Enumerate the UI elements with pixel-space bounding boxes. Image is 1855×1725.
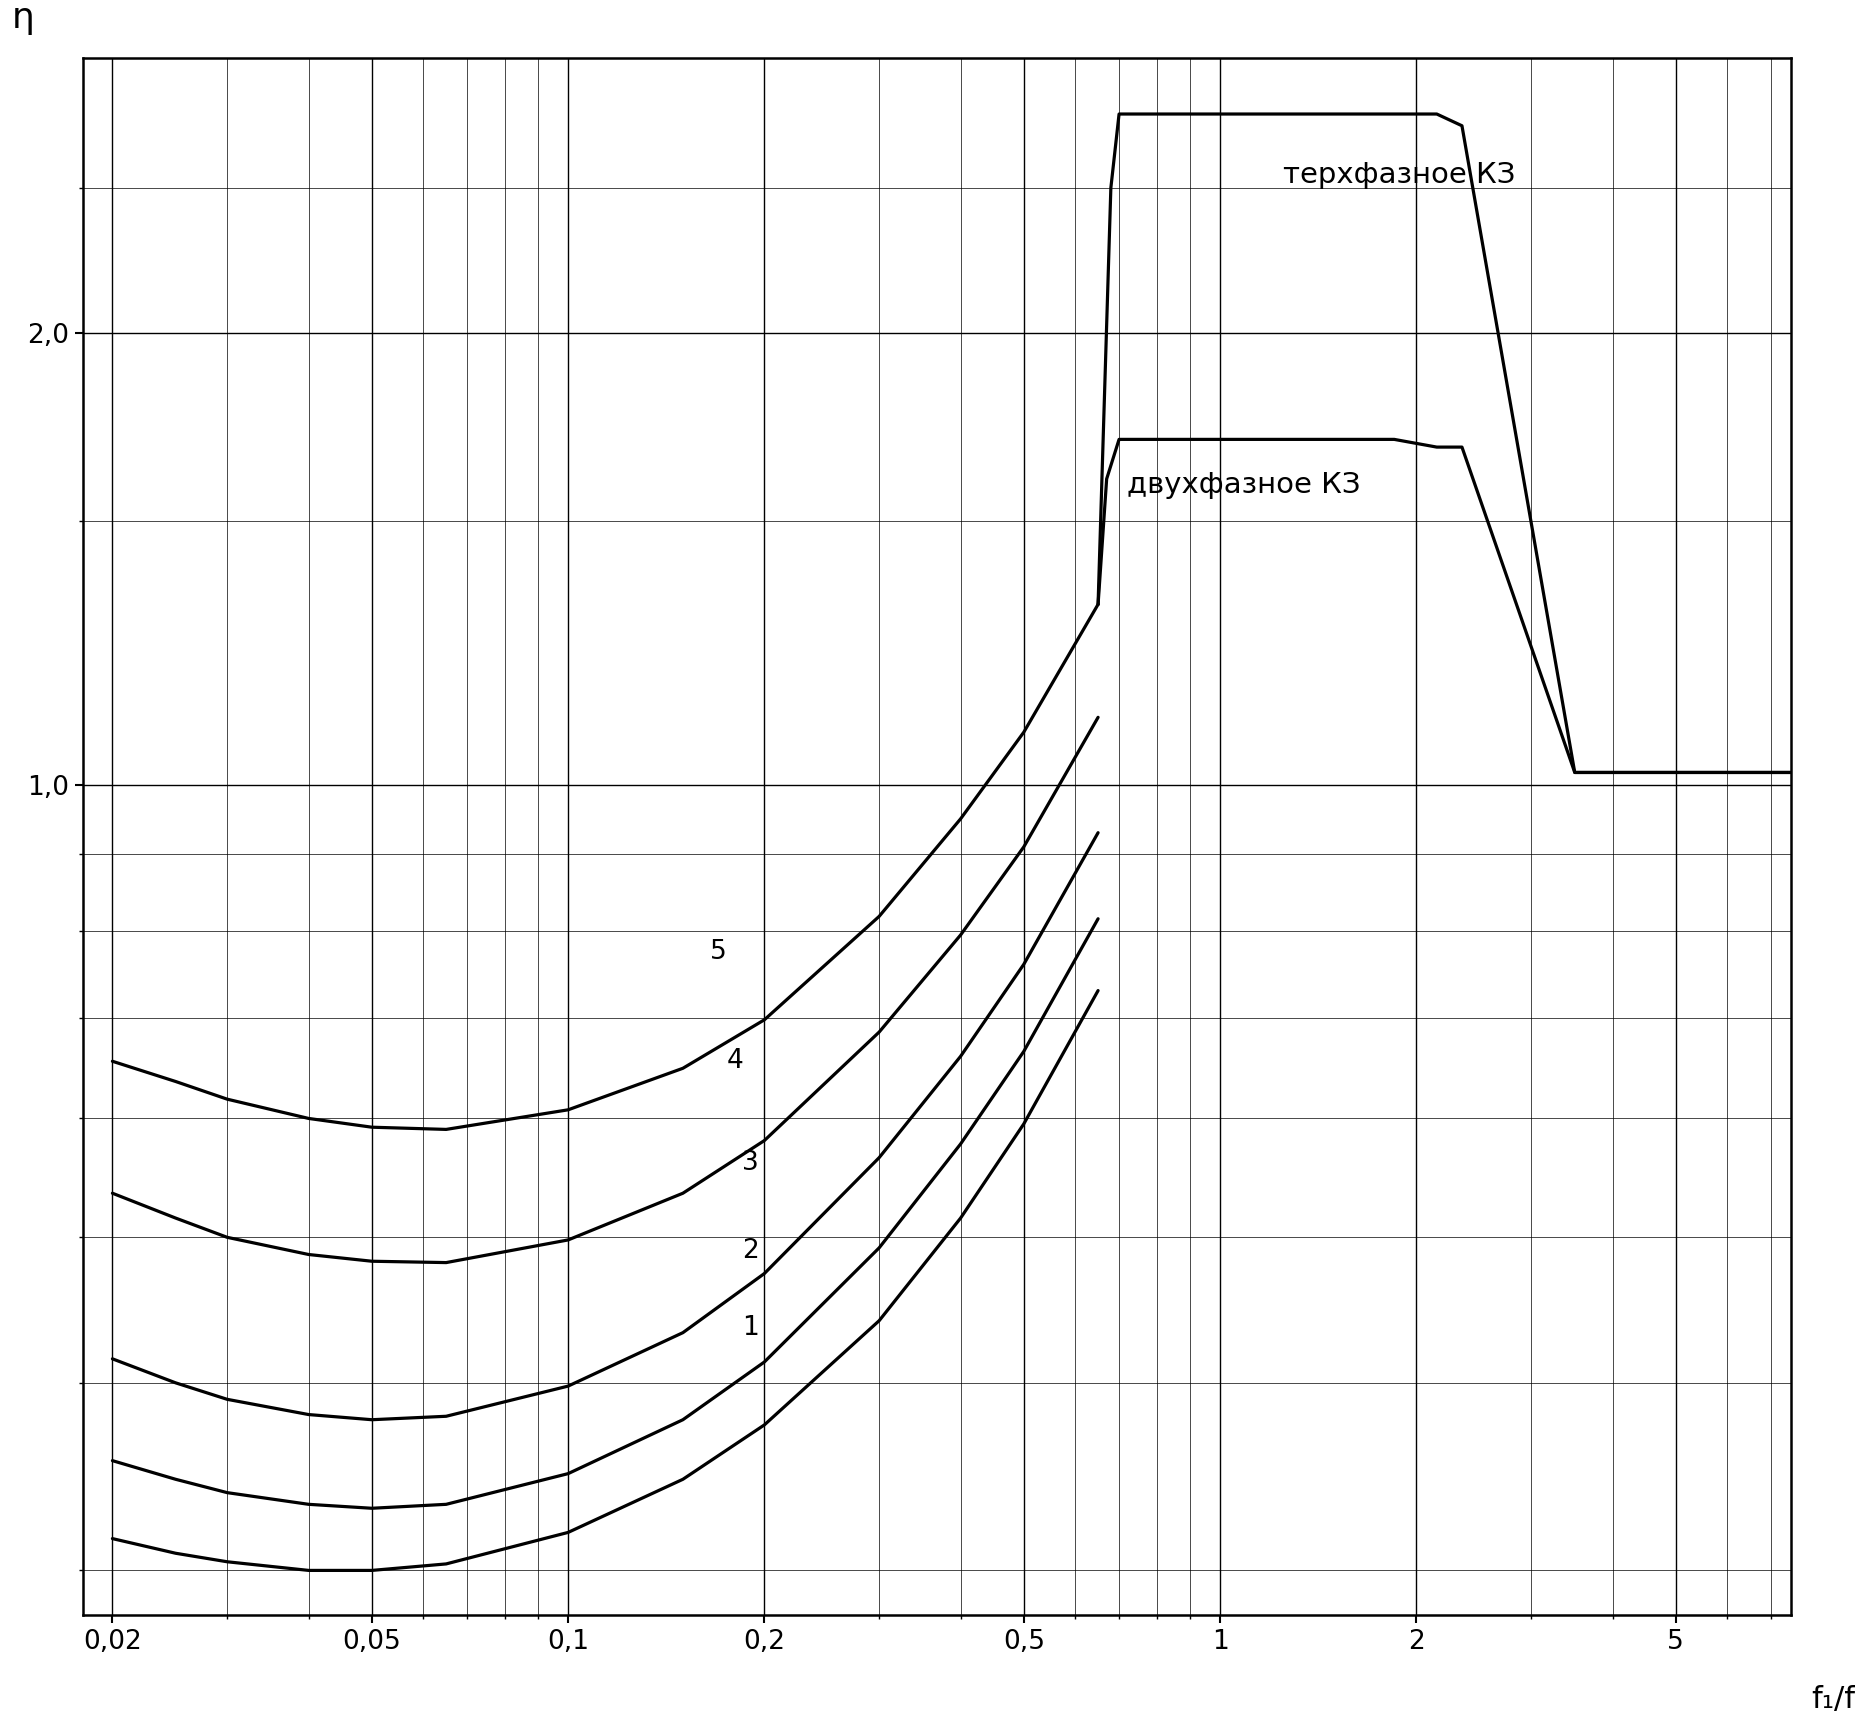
- Text: двухфазное КЗ: двухфазное КЗ: [1128, 471, 1360, 499]
- Text: терхфазное КЗ: терхфазное КЗ: [1284, 160, 1516, 190]
- Text: 1: 1: [742, 1314, 759, 1340]
- X-axis label: f₁/fс: f₁/fс: [1810, 1685, 1855, 1715]
- Text: 2: 2: [742, 1237, 759, 1263]
- Y-axis label: η: η: [11, 2, 33, 34]
- Text: 5: 5: [710, 938, 727, 964]
- Text: 4: 4: [727, 1049, 744, 1075]
- Text: 3: 3: [742, 1151, 759, 1176]
